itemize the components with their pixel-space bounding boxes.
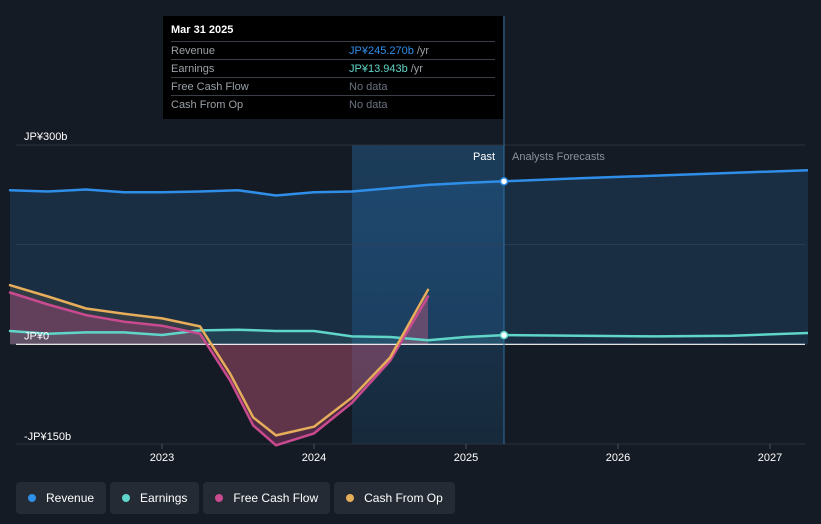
- legend: Revenue Earnings Free Cash Flow Cash From O…: [16, 482, 455, 514]
- legend-item-revenue[interactable]: Revenue: [16, 482, 107, 514]
- revenue-forecast-line: [503, 168, 809, 183]
- tooltip-row-value: No data: [349, 98, 388, 111]
- y-tick-label: -JP¥150b: [24, 431, 71, 443]
- tooltip-row-label: Earnings: [171, 62, 215, 75]
- legend-item-earnings[interactable]: Earnings: [110, 482, 200, 514]
- tooltip-row: Revenue JP¥245.270b/yr: [171, 41, 495, 59]
- tooltip-row-label: Free Cash Flow: [171, 80, 249, 93]
- tooltip-row-label: Revenue: [171, 44, 216, 57]
- tooltip-row-unit: /yr: [416, 44, 430, 57]
- legend-item-free-cash-flow[interactable]: Free Cash Flow: [203, 482, 331, 514]
- revenue-area: [10, 170, 808, 345]
- legend-label: Free Cash Flow: [233, 491, 319, 505]
- legend-dot-icon: [215, 494, 224, 502]
- legend-label: Cash From Op: [364, 491, 443, 505]
- revenue-line: [8, 180, 506, 197]
- tooltip-row-unit: /yr: [410, 62, 423, 75]
- earnings-forecast-line: [503, 331, 809, 338]
- x-tick-label: 2025: [454, 452, 478, 464]
- cash-from-op-line: [8, 283, 430, 437]
- x-tick-label: 2027: [758, 452, 782, 464]
- free-cash-flow-area: [10, 292, 428, 446]
- y-tick-label: JP¥0: [24, 330, 49, 342]
- legend-label: Revenue: [46, 491, 95, 505]
- forecast-label: Analysts Forecasts: [512, 151, 605, 163]
- earnings-highlight-point: [499, 330, 509, 340]
- revenue-highlight-point: [499, 177, 509, 186]
- past-label: Past: [473, 151, 495, 163]
- tooltip: Mar 31 2025 Revenue JP¥245.270b/yr Earning…: [163, 16, 503, 119]
- tooltip-row-label: Cash From Op: [171, 98, 244, 111]
- tooltip-row-value: JP¥13.943b: [349, 62, 408, 75]
- tooltip-row-value: JP¥245.270b: [349, 44, 414, 57]
- legend-label: Earnings: [140, 491, 188, 505]
- legend-dot-icon: [28, 494, 36, 502]
- legend-dot-icon: [122, 494, 131, 502]
- x-tick-label: 2024: [302, 452, 326, 464]
- tooltip-row: Earnings JP¥13.943b/yr: [171, 59, 495, 77]
- x-tick-label: 2026: [606, 452, 630, 464]
- tooltip-row-value: No data: [349, 80, 388, 93]
- free-cash-flow-line: [8, 291, 430, 447]
- cash-from-op-area: [10, 285, 428, 436]
- past-region: [352, 145, 504, 444]
- x-tick-label: 2023: [150, 452, 174, 464]
- tooltip-date: Mar 31 2025: [171, 24, 234, 36]
- legend-item-cash-from-op[interactable]: Cash From Op: [334, 482, 455, 514]
- y-tick-label: JP¥300b: [24, 131, 67, 143]
- tooltip-row: Cash From Op No data: [171, 95, 495, 113]
- earnings-line: [8, 328, 506, 342]
- legend-dot-icon: [346, 494, 355, 502]
- tooltip-row: Free Cash Flow No data: [171, 77, 495, 95]
